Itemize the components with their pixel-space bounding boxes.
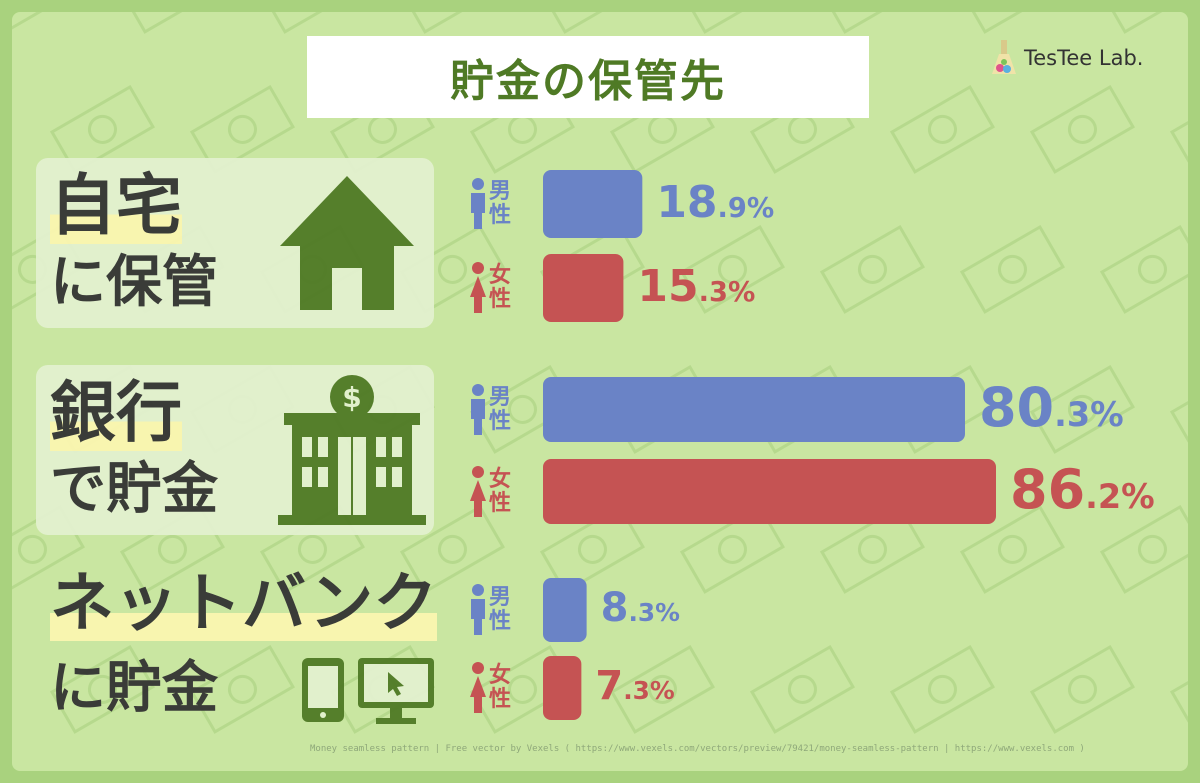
money-pattern-bill <box>1169 364 1188 454</box>
gender-label: 女 性 <box>468 465 512 519</box>
money-pattern-bill <box>189 84 295 174</box>
money-pattern-bill <box>959 224 1065 314</box>
bar-1-1 <box>543 459 996 524</box>
female-icon <box>470 662 486 713</box>
gender-label: 男 性 <box>468 383 512 437</box>
female-icon <box>470 465 486 517</box>
money-pattern-bill <box>1099 224 1188 314</box>
money-pattern-bill <box>679 224 785 314</box>
gender-label: 男 性 <box>468 583 512 637</box>
money-pattern-bill <box>819 504 925 594</box>
money-pattern-bill <box>959 504 1065 594</box>
bar-0-0 <box>543 170 643 238</box>
money-pattern-bill <box>609 644 715 734</box>
category-label-line2: に貯金 <box>50 656 218 721</box>
category-label-line1: 自宅 <box>50 167 182 244</box>
flask-icon <box>992 40 1016 74</box>
category-label-line2: に保管 <box>50 250 218 315</box>
data-label: 15.3% <box>637 260 756 312</box>
male-icon <box>471 383 485 435</box>
money-pattern-bill <box>1099 504 1188 594</box>
money-pattern-bill <box>889 84 995 174</box>
title-box: 貯金の保管先 <box>307 36 869 118</box>
money-pattern-bill <box>189 644 295 734</box>
money-pattern-bill <box>1169 644 1188 734</box>
money-pattern-bill <box>49 644 155 734</box>
legend-entry: 男 性 <box>488 179 511 228</box>
legend-entry: 男 性 <box>488 384 511 434</box>
panel-netbank: ネットバンク に貯金 <box>36 560 438 730</box>
money-pattern-bill <box>1169 84 1188 174</box>
money-pattern-bill <box>889 644 995 734</box>
devices-icon <box>302 658 434 724</box>
data-label: 18.9% <box>656 176 775 228</box>
svg-text:$: $ <box>342 381 361 414</box>
logo-text: TesTee Lab. <box>1024 46 1144 70</box>
data-label: 8.3% <box>600 585 680 632</box>
logo: TesTee Lab. <box>990 38 1143 78</box>
panel-bank: 銀行 で貯金 $ <box>36 365 434 535</box>
legend-entry: 男 性 <box>488 585 511 634</box>
panel-home: 自宅 に保管 <box>36 158 434 328</box>
legend-entry: 女 性 <box>488 466 511 516</box>
gender-label: 女 性 <box>468 661 512 715</box>
bar-2-1 <box>543 656 582 720</box>
money-pattern-bill <box>679 504 785 594</box>
gender-label: 男 性 <box>468 177 512 231</box>
money-pattern-bill <box>1029 364 1135 454</box>
male-icon <box>471 584 485 635</box>
data-label: 7.3% <box>595 663 675 710</box>
category-label-line1: ネットバンク <box>50 567 438 641</box>
gender-label: 女 性 <box>468 261 512 315</box>
female-icon <box>470 262 486 313</box>
money-pattern <box>12 12 1188 734</box>
bar-2-0 <box>543 578 587 642</box>
house-icon <box>280 176 414 310</box>
legend-entry: 女 性 <box>488 663 511 712</box>
bar-1-0 <box>543 377 965 442</box>
category-label-line1: 銀行 <box>50 374 182 451</box>
data-label: 86.2% <box>1010 458 1155 522</box>
money-pattern-bill <box>49 84 155 174</box>
money-pattern-bill <box>819 224 925 314</box>
data-label: 80.3% <box>978 376 1124 440</box>
bar-0-1 <box>543 254 624 322</box>
money-pattern-bill <box>749 644 855 734</box>
male-icon <box>471 178 485 229</box>
bank-icon: $ <box>278 375 426 525</box>
money-pattern-bill <box>1029 84 1135 174</box>
category-label-line2: で貯金 <box>50 457 218 522</box>
money-pattern-bill <box>539 504 645 594</box>
page-title: 貯金の保管先 <box>450 56 726 107</box>
money-pattern-bill <box>1029 644 1135 734</box>
credit-text: Money seamless pattern | Free vector by … <box>310 744 1085 754</box>
legend-entry: 女 性 <box>488 263 511 312</box>
